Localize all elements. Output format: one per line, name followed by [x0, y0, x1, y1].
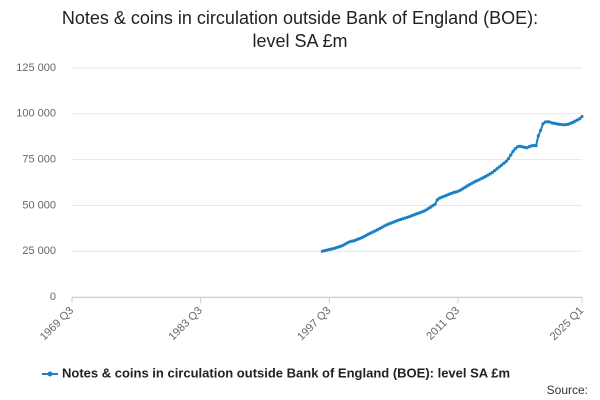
data-point — [435, 198, 439, 202]
data-point — [578, 117, 582, 121]
data-point — [488, 172, 492, 176]
y-tick-label: 25 000 — [22, 245, 56, 257]
data-point — [463, 185, 467, 190]
y-tick-label: 0 — [50, 291, 56, 303]
series-line — [322, 115, 583, 253]
legend-marker — [47, 371, 53, 377]
y-tick-label: 75 000 — [22, 154, 56, 166]
data-point — [490, 170, 495, 175]
x-tick-label: 2011 Q3 — [424, 305, 462, 343]
data-point — [539, 128, 543, 132]
y-tick-label: 50 000 — [22, 199, 56, 211]
chart-title: level SA £m — [252, 31, 347, 51]
x-tick-label: 1983 Q3 — [166, 305, 204, 343]
data-point — [506, 157, 511, 161]
x-tick-label: 1997 Q3 — [295, 305, 333, 343]
data-point — [534, 144, 538, 148]
data-point — [532, 143, 536, 148]
data-point — [460, 187, 465, 191]
x-tick-label: 2025 Q1 — [548, 305, 586, 343]
data-point — [504, 159, 508, 164]
data-point — [499, 163, 504, 167]
data-point — [541, 122, 545, 126]
y-tick-label: 125 000 — [16, 62, 56, 74]
data-point — [424, 208, 428, 212]
data-point — [536, 134, 540, 138]
x-tick-label: 1969 Q3 — [38, 305, 76, 343]
data-point — [511, 149, 515, 153]
legend-label: Notes & coins in circulation outside Ban… — [62, 365, 510, 380]
data-point — [495, 167, 499, 171]
data-point — [562, 123, 566, 127]
data-point — [502, 161, 506, 165]
data-point — [497, 165, 501, 169]
data-point — [557, 122, 561, 126]
y-tick-label: 100 000 — [16, 108, 56, 120]
data-point — [580, 114, 584, 119]
data-point — [493, 168, 497, 173]
data-point — [513, 147, 517, 151]
data-point — [426, 207, 430, 211]
data-point — [428, 205, 432, 209]
chart-title: Notes & coins in circulation outside Ban… — [62, 8, 538, 28]
data-point — [431, 204, 435, 208]
data-point — [509, 153, 513, 157]
data-point — [433, 202, 437, 206]
source: Source: — [547, 383, 588, 397]
